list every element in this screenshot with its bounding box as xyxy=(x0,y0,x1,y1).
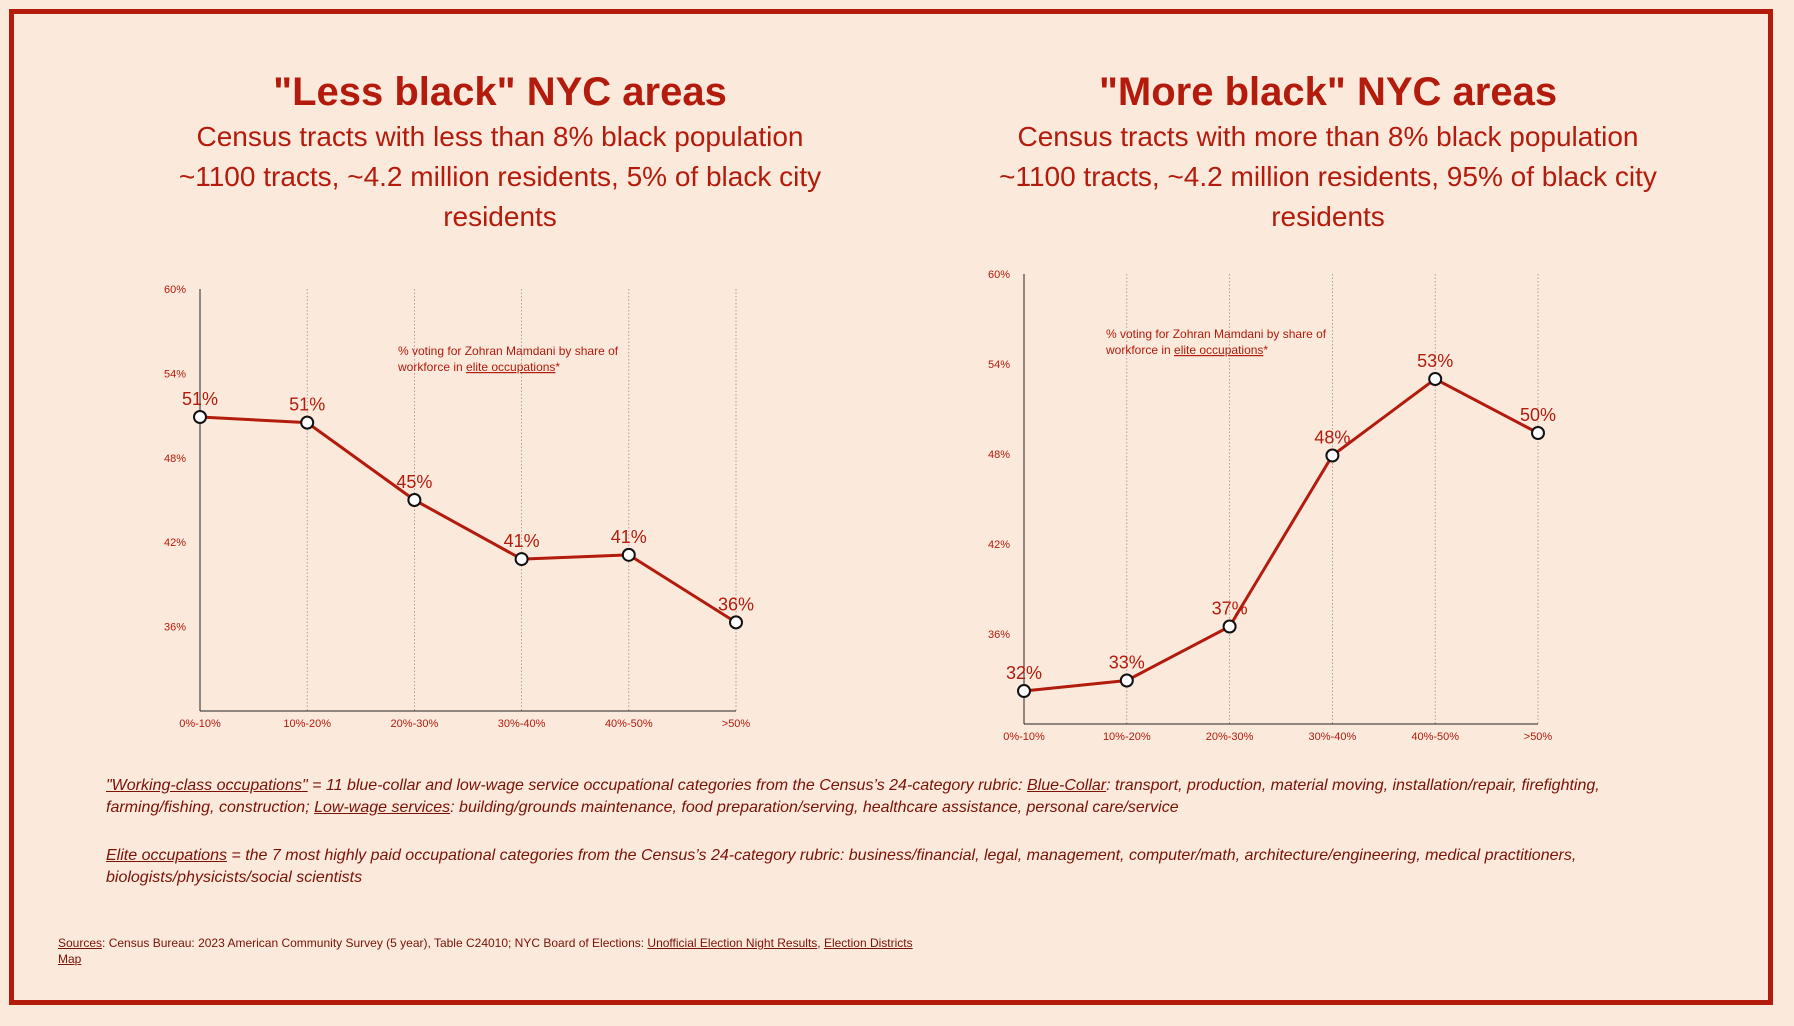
sources-separator: , xyxy=(817,936,824,950)
left-x-tick-label: 30%-40% xyxy=(498,718,546,730)
left-data-label: 41% xyxy=(611,527,647,547)
left-data-point xyxy=(729,615,743,630)
right-chart-title: "More black" NYC areas xyxy=(1098,70,1558,114)
left-y-tick-label: 42% xyxy=(164,537,186,549)
left-subtitle-line-2: ~1100 tracts, ~4.2 million residents, 5%… xyxy=(178,161,822,192)
left-data-label: 41% xyxy=(504,531,540,551)
elite-term: Elite occupations xyxy=(106,847,227,864)
left-subtitle-line-1: Census tracts with less than 8% black po… xyxy=(196,121,804,152)
left-data-label: 51% xyxy=(182,389,218,409)
blue-collar-term: Blue-Collar xyxy=(1026,777,1107,794)
sources-label: Sources xyxy=(58,936,103,950)
left-data-point xyxy=(514,552,529,567)
left-data-label: 45% xyxy=(396,472,432,492)
right-chart-subtitle: Census tracts with more than 8% black po… xyxy=(918,117,1738,237)
elite-definition: Elite occupations = the 7 most highly pa… xyxy=(106,845,1666,889)
left-subtitle-line-3: residents xyxy=(443,201,557,232)
right-subtitle-line-2: ~1100 tracts, ~4.2 million residents, 95… xyxy=(999,161,1657,192)
left-x-tick-label: >50% xyxy=(722,718,751,730)
low-wage-term: Low-wage services xyxy=(314,799,451,816)
left-data-label: 36% xyxy=(718,594,754,614)
election-districts-link[interactable]: Election Districts Map xyxy=(58,936,913,966)
right-subtitle-line-1: Census tracts with more than 8% black po… xyxy=(1017,121,1639,152)
sources: Sources: Census Bureau: 2023 American Co… xyxy=(58,935,918,967)
left-x-tick-label: 10%-20% xyxy=(283,718,331,730)
elite-text: = the 7 most highly paid occupational ca… xyxy=(106,847,1577,886)
left-y-tick-label: 60% xyxy=(164,284,186,296)
left-chart-subtitle: Census tracts with less than 8% black po… xyxy=(90,117,910,237)
low-wage-text: : building/grounds maintenance, food pre… xyxy=(450,799,1179,816)
page-frame xyxy=(9,9,1773,1005)
working-class-term: "Working-class occupations" xyxy=(106,777,308,794)
left-data-point xyxy=(300,415,315,430)
working-class-definition: "Working-class occupations" = 11 blue-co… xyxy=(106,775,1666,819)
right-subtitle-line-3: residents xyxy=(1271,201,1385,232)
left-data-label: 51% xyxy=(289,395,325,415)
left-x-tick-label: 20%-30% xyxy=(391,718,439,730)
left-data-point xyxy=(621,547,636,562)
left-y-tick-label: 36% xyxy=(164,622,186,634)
working-class-text: = 11 blue-collar and low-wage service oc… xyxy=(307,777,1027,794)
left-x-tick-label: 0%-10% xyxy=(179,718,221,730)
left-data-point xyxy=(407,493,422,507)
left-annotation-line-2: workforce in elite occupations* xyxy=(397,360,560,374)
left-y-tick-label: 54% xyxy=(164,368,186,380)
left-series-line xyxy=(199,415,737,624)
sources-text: : Census Bureau: 2023 American Community… xyxy=(102,936,648,950)
left-y-tick-label: 48% xyxy=(164,453,186,465)
left-data-point xyxy=(193,410,207,425)
election-results-link[interactable]: Unofficial Election Night Results xyxy=(647,936,818,950)
left-x-tick-label: 40%-50% xyxy=(605,718,653,730)
left-chart-title: "Less black" NYC areas xyxy=(273,70,727,114)
left-annotation-line-1: % voting for Zohran Mamdani by share of xyxy=(398,344,619,358)
blue-collar-text: : transport, production, material moving… xyxy=(106,777,1600,816)
